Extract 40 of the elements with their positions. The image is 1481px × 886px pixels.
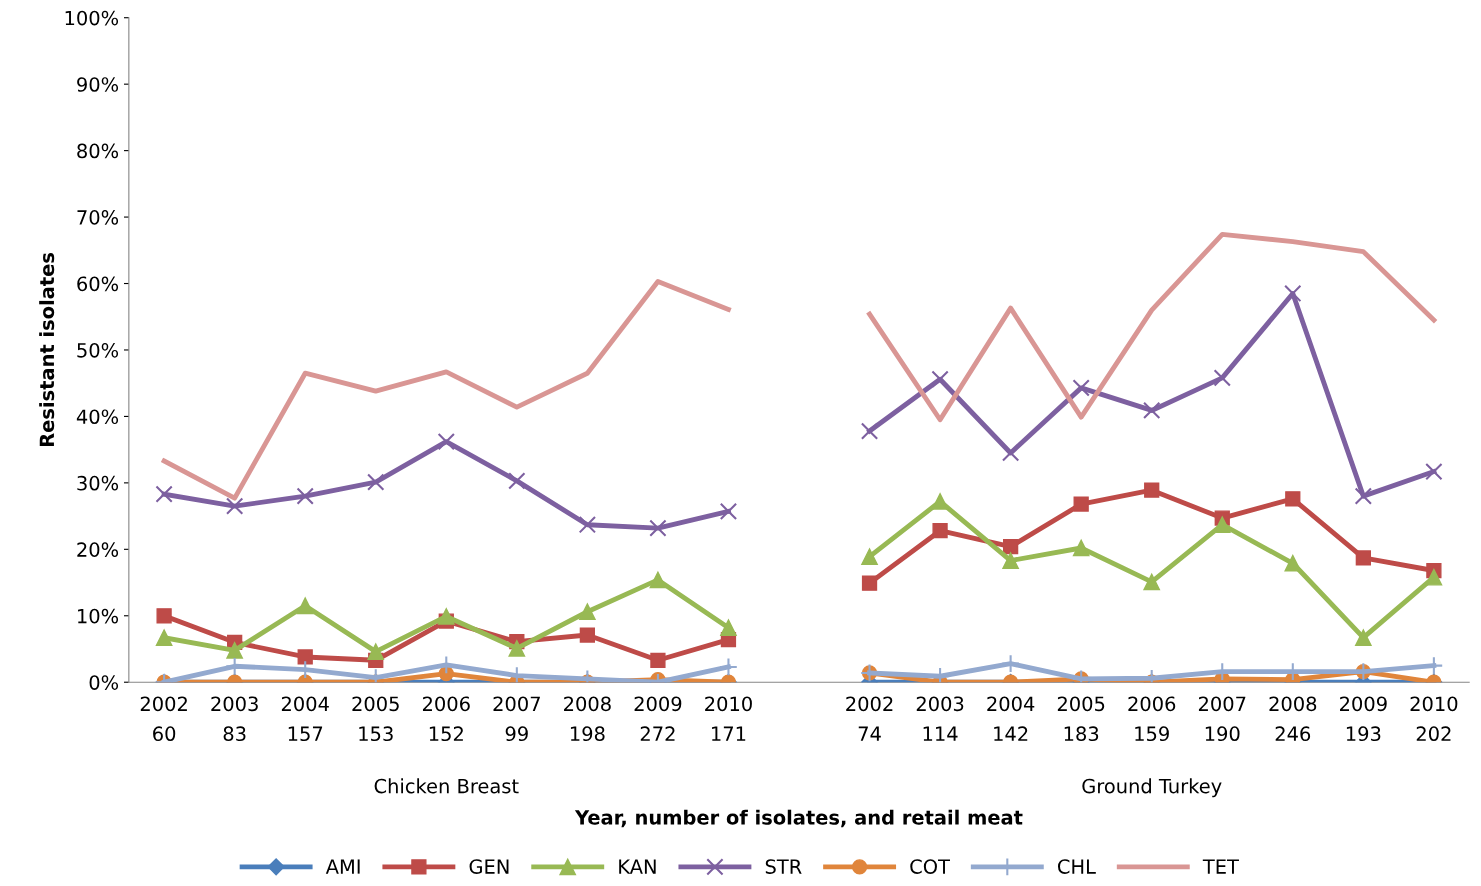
- legend-label: CHL: [1057, 859, 1096, 874]
- x-tick-label: 2010 202: [1410, 696, 1458, 742]
- y-tick-label: 10%: [78, 608, 119, 624]
- x-tick-label: 2004 157: [281, 696, 329, 742]
- x-tick-label: 2006 152: [422, 696, 470, 742]
- y-tick-label: 40%: [76, 409, 119, 425]
- y-tick-label: 20%: [77, 542, 119, 557]
- legend-label: STR: [765, 859, 802, 874]
- legend-label: GEN: [469, 859, 509, 874]
- y-tick-label: 100%: [65, 10, 119, 26]
- y-tick-label: 90%: [77, 77, 119, 92]
- x-tick-label: 2009 193: [1340, 696, 1387, 742]
- text: Chicken Breast: [374, 778, 519, 794]
- y-tick-label: 0%: [89, 675, 119, 690]
- x-tick-label: 2003 83: [211, 696, 258, 742]
- legend-label: AMI: [325, 859, 360, 874]
- x-tick-label: 2007 190: [1198, 696, 1246, 742]
- x-tick-label: 2005 183: [1057, 696, 1105, 742]
- legend-label: TET: [1202, 859, 1239, 874]
- x-tick-label: 2005 153: [352, 696, 399, 742]
- y-axis-title: Resistant isolates: [39, 253, 55, 447]
- x-tick-label: 2006 159: [1128, 696, 1176, 742]
- y-tick-label: 80%: [77, 143, 119, 159]
- text: Ground Turkey: [1082, 778, 1222, 798]
- y-tick-label: 60%: [77, 276, 119, 292]
- x-tick-label: 2010 171: [705, 696, 752, 741]
- y-tick-label: 70%: [77, 210, 119, 225]
- x-tick-label: 2008 246: [1269, 696, 1317, 742]
- x-axis-title: Year, number of isolates, and retail meat: [574, 809, 1023, 828]
- x-tick-label: 2004 142: [987, 696, 1035, 741]
- x-tick-label: 2008 198: [564, 696, 611, 742]
- x-tick-label: 2009 272: [634, 696, 682, 741]
- y-tick-label: 30%: [77, 475, 119, 491]
- x-tick-label: 2007 99: [493, 696, 540, 742]
- x-tick-label: 2002 60: [140, 696, 187, 742]
- x-tick-label: 2002 74: [846, 696, 893, 741]
- legend-label: KAN: [619, 859, 656, 874]
- legend-label: COT: [910, 859, 950, 874]
- x-tick-label: 2003 114: [916, 696, 964, 741]
- y-tick-label: 50%: [77, 342, 119, 358]
